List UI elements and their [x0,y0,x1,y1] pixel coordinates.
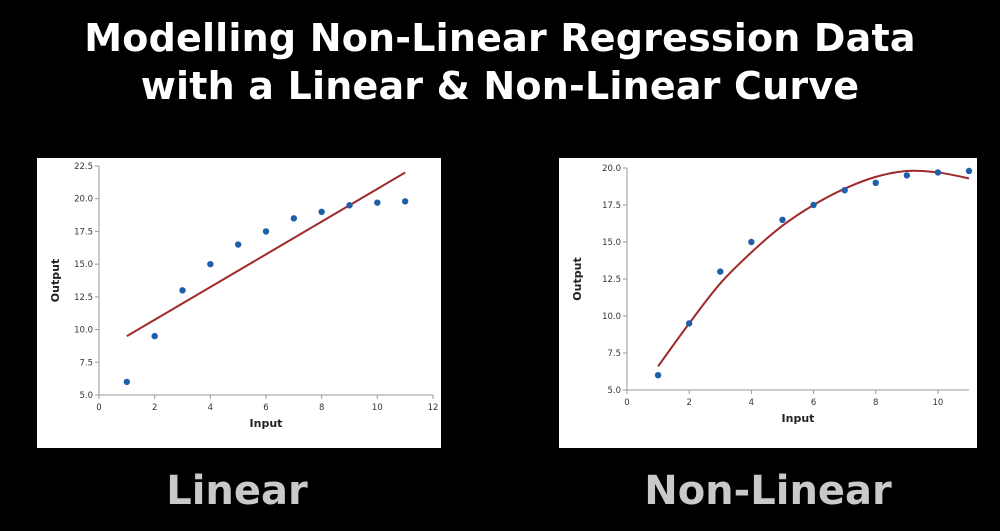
x-tick-label: 6 [811,398,816,408]
data-point [934,169,942,176]
data-point [401,198,409,205]
x-tick-label: 10 [372,403,383,413]
x-tick-label: 2 [686,398,691,408]
nonlinear-chart-panel: 5.0 7.5 10.0 12.5 15.0 17.5 20.0 0 2 4 6 8 10 Input Ou… [559,158,977,448]
x-tick-label: 12 [428,403,439,413]
y-tick-label: 5.0 [607,386,621,396]
fit-curve [126,171,406,337]
x-tick-label: 4 [208,403,213,413]
x-tick-label: 8 [319,403,324,413]
y-tick-label: 12.5 [602,275,621,285]
data-point [965,167,973,175]
title-line-2: with a Linear & Non-Linear Curve [140,64,860,108]
data-point [841,187,848,194]
fit-curve [657,169,970,367]
data-point [654,372,662,379]
y-tick-label: 7.5 [607,349,621,359]
title-line-1: Modelling Non-Linear Regression Data [84,16,916,60]
data-point [748,238,755,246]
data-point [872,179,879,186]
x-axis-label: Input [250,417,283,430]
linear-caption: Linear [166,468,308,514]
data-point [151,332,158,340]
y-axis-label: Output [571,257,584,300]
data-point [179,287,186,294]
y-tick-label: 10.0 [74,326,93,336]
y-tick-label: 15.0 [74,260,93,270]
x-tick-label: 0 [96,403,101,413]
nonlinear-caption: Non-Linear [644,468,892,514]
y-tick-label: 7.5 [79,358,93,368]
x-tick-label: 2 [152,403,157,413]
data-point [207,260,214,268]
y-tick-label: 17.5 [602,201,621,211]
x-tick-label: 4 [749,398,754,408]
y-tick-label: 15.0 [602,238,621,248]
linear-chart: 5.0 7.5 10.0 12.5 15.0 17.5 20.0 22.5 0 2 4 6 8 10 12 I… [49,162,439,430]
data-point [346,202,353,209]
y-axis-label: Output [49,259,62,302]
y-tick-label: 22.5 [74,162,93,172]
data-point [903,172,911,179]
y-tick-label: 12.5 [74,293,93,303]
data-point [234,241,242,248]
linear-chart-panel: 5.0 7.5 10.0 12.5 15.0 17.5 20.0 22.5 0 2 4 6 8 10 12 I… [37,158,441,448]
y-tick-label: 5.0 [79,391,93,401]
data-point [123,378,131,386]
x-axis-label: Input [782,412,815,425]
data-point [685,320,693,327]
data-point [717,268,724,275]
x-tick-label: 8 [873,398,878,408]
nonlinear-chart: 5.0 7.5 10.0 12.5 15.0 17.5 20.0 0 2 4 6 8 10 Input Ou… [571,164,973,425]
data-point [318,208,325,215]
y-tick-label: 10.0 [602,312,621,322]
page-title: Modelling Non-Linear Regression Data wit… [0,14,1000,110]
data-point [262,228,270,235]
x-tick-label: 0 [624,398,629,408]
y-tick-label: 20.0 [74,195,93,205]
data-point [290,215,298,222]
y-tick-label: 17.5 [74,227,93,237]
y-tick-label: 20.0 [602,164,621,174]
data-point [374,199,381,206]
data-point [779,216,786,223]
data-point [810,201,817,209]
x-tick-label: 10 [932,398,943,408]
x-tick-label: 6 [263,403,268,413]
